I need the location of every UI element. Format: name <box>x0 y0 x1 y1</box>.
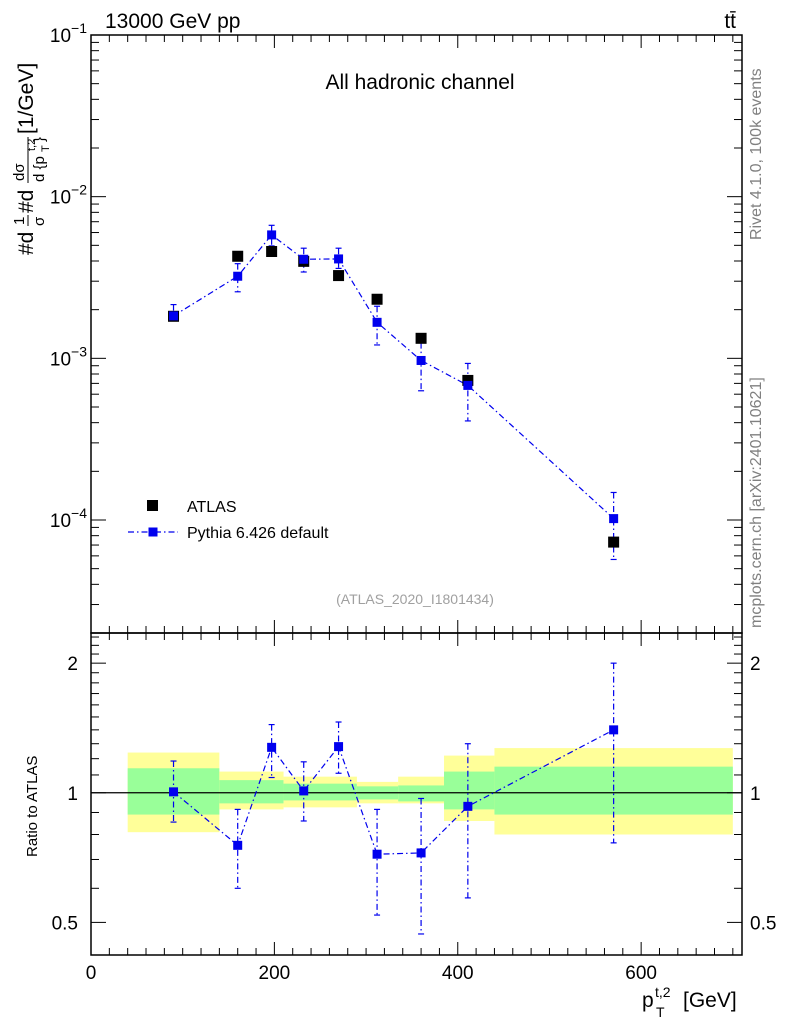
atlas-point <box>415 332 427 344</box>
pythia-point <box>416 355 426 365</box>
main-ylabel: #d 1 σ #d dσ d {p T t,2 } [1/GeV] <box>11 63 52 255</box>
y-tick-label: 10−4 <box>50 505 87 532</box>
svg-text:σ: σ <box>31 216 48 226</box>
pythia-point <box>463 380 473 390</box>
ratio-y-tick-label-right: 1 <box>750 784 761 805</box>
pythia-point <box>609 514 619 524</box>
pythia-point <box>372 317 382 327</box>
x-tick-label: 600 <box>625 963 657 984</box>
svg-text:d {p: d {p <box>31 156 48 182</box>
ratio-point <box>416 848 426 858</box>
ratio-y-tick-label-right: 0.5 <box>750 913 776 934</box>
ratio-y-tick-label: 2 <box>67 654 78 675</box>
legend-atlas-label: ATLAS <box>187 499 237 516</box>
uncertainty-band-green <box>283 783 357 801</box>
analysis-tag: (ATLAS_2020_I1801434) <box>336 591 494 607</box>
pythia-point <box>233 271 243 281</box>
svg-text:T: T <box>656 1004 665 1020</box>
y-tick-label: 10−1 <box>50 20 87 47</box>
ratio-point <box>233 840 243 850</box>
atlas-point <box>232 250 244 262</box>
svg-text:[GeV]: [GeV] <box>683 989 737 1012</box>
pythia-point <box>334 254 344 264</box>
svg-text:#d: #d <box>15 190 38 213</box>
legend-atlas-marker <box>147 500 158 511</box>
y-tick-label: 10−3 <box>50 343 87 370</box>
svg-text:p: p <box>642 989 654 1012</box>
mcplots-label: mcplots.cern.ch [arXiv:2401.10621] <box>748 377 765 628</box>
x-tick-label: 200 <box>259 963 291 984</box>
x-tick-label: 0 <box>86 963 97 984</box>
legend-pythia-label: Pythia 6.426 default <box>187 525 329 542</box>
energy-label: 13000 GeV pp <box>105 10 240 33</box>
ratio-y-tick-label: 1 <box>67 784 78 805</box>
svg-text:t,2: t,2 <box>655 984 671 1000</box>
atlas-point <box>608 536 620 548</box>
atlas-point <box>371 293 383 305</box>
ratio-point <box>169 787 179 797</box>
y-tick-label: 10−2 <box>50 182 87 209</box>
pythia-point <box>299 254 309 264</box>
rivet-label: Rivet 4.1.0, 100k events <box>748 68 765 240</box>
uncertainty-band-green <box>398 785 445 802</box>
ratio-point <box>463 801 473 811</box>
ratio-point <box>372 849 382 859</box>
svg-text:t,2: t,2 <box>26 139 38 151</box>
pythia-point <box>169 311 179 321</box>
ratio-ylabel: Ratio to ATLAS <box>24 756 41 857</box>
legend-pythia-marker <box>148 527 158 537</box>
ratio-point <box>609 725 619 735</box>
ratio-panel: 0 200 400 600 0.5 0.5 1 1 2 2 <box>52 632 776 984</box>
x-tick-label: 400 <box>442 963 474 984</box>
x-axis-label: p t,2 T [GeV] <box>642 984 737 1020</box>
uncertainty-band-green <box>219 780 284 804</box>
svg-text:dσ: dσ <box>11 163 28 181</box>
atlas-point <box>462 374 474 386</box>
atlas-point <box>266 245 278 257</box>
svg-text:1: 1 <box>11 217 28 225</box>
atlas-point <box>333 270 345 282</box>
svg-text:}: } <box>31 137 48 142</box>
ratio-frame <box>90 632 743 956</box>
svg-text:#d: #d <box>15 232 38 255</box>
ratio-y-tick-label-right: 2 <box>750 654 761 675</box>
svg-text:T: T <box>40 145 52 152</box>
ratio-point <box>299 786 309 796</box>
svg-text:[1/GeV]: [1/GeV] <box>15 63 38 134</box>
pythia-point <box>267 230 277 240</box>
ratio-y-tick-label: 0.5 <box>52 913 78 934</box>
main-title: All hadronic channel <box>325 71 514 94</box>
ratio-point <box>267 742 277 752</box>
process-label: tt̄ <box>724 10 736 33</box>
ratio-point <box>334 742 344 752</box>
